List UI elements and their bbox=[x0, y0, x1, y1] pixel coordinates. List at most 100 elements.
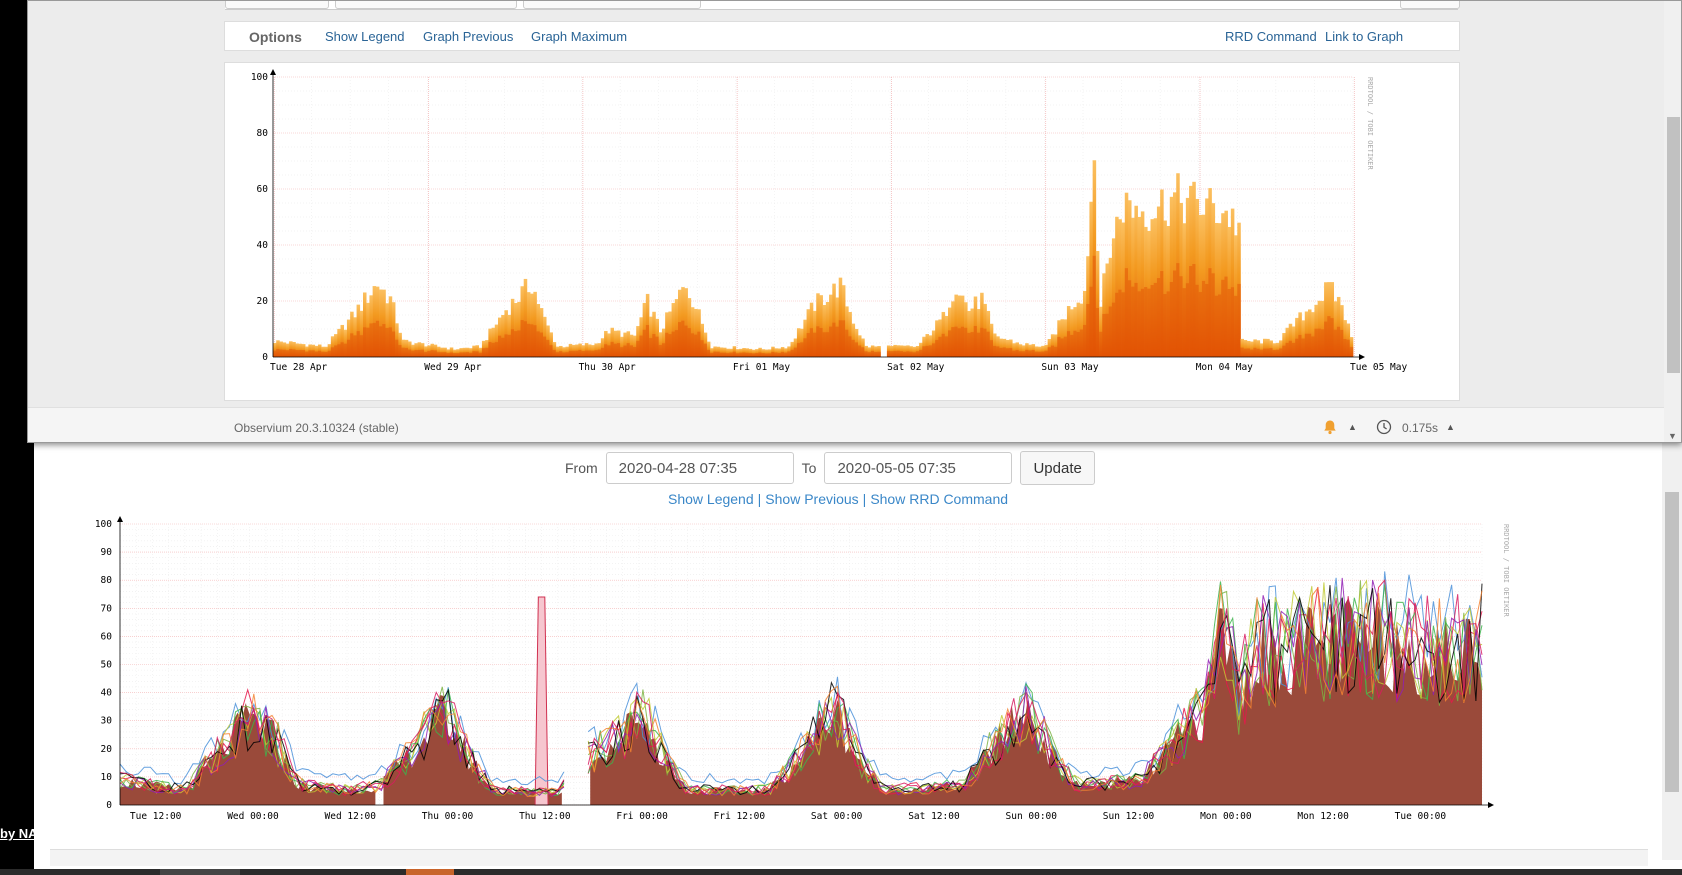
area-bar bbox=[877, 346, 881, 357]
area-bar bbox=[523, 278, 528, 357]
area-bar-inner bbox=[350, 333, 354, 357]
area-bar bbox=[719, 347, 724, 357]
front-scroll-thumb[interactable] bbox=[1667, 117, 1680, 373]
area-bar-inner bbox=[848, 336, 852, 357]
update-button[interactable]: Update bbox=[1020, 451, 1095, 485]
taskbar-item-active[interactable] bbox=[406, 869, 454, 875]
area-bar-inner bbox=[289, 348, 293, 357]
area-bar-inner bbox=[385, 327, 390, 357]
area-bar-inner bbox=[1195, 284, 1200, 357]
area-bar bbox=[327, 344, 332, 357]
area-bar-inner bbox=[764, 353, 769, 357]
area-bar-inner bbox=[819, 327, 823, 357]
area-bar bbox=[1105, 263, 1110, 357]
area-bar-inner bbox=[658, 345, 663, 357]
area-bar-inner bbox=[279, 349, 283, 357]
top-control[interactable] bbox=[335, 1, 517, 9]
x-tick-label: Fri 00:00 bbox=[616, 811, 668, 822]
area-bar-inner bbox=[591, 350, 595, 357]
area-bar-inner bbox=[1259, 349, 1264, 357]
area-bar-inner bbox=[1063, 336, 1068, 357]
area-bar-inner bbox=[1131, 286, 1135, 357]
series-line bbox=[119, 571, 1483, 786]
x-tick-label: Thu 12:00 bbox=[519, 811, 571, 822]
scroll-down-icon[interactable]: ▼ bbox=[1668, 431, 1677, 441]
area-bar bbox=[822, 304, 827, 357]
link-to-graph-link[interactable]: Link to Graph bbox=[1325, 29, 1404, 44]
area-bar-inner bbox=[1237, 283, 1241, 357]
area-bar-inner bbox=[1021, 351, 1026, 357]
rrd-command-link[interactable]: RRD Command bbox=[1225, 29, 1317, 44]
area-bar bbox=[819, 295, 823, 357]
area-bar-inner bbox=[703, 343, 708, 357]
cpu-usage-graph[interactable]: 0 20 40 60 80 100 Tue 28 Apr Wed 29 Apr Thu 30 A… bbox=[233, 67, 1453, 397]
front-scrollbar[interactable]: ▼ bbox=[1664, 1, 1681, 442]
top-control[interactable] bbox=[523, 1, 701, 9]
x-tick-label: Fri 12:00 bbox=[714, 811, 766, 822]
area-bar bbox=[1111, 238, 1116, 357]
graph-maximum-link[interactable]: Graph Maximum bbox=[531, 29, 628, 44]
area-bar-inner bbox=[571, 350, 576, 357]
top-control[interactable] bbox=[1400, 1, 1460, 9]
area-bar-inner bbox=[411, 350, 415, 357]
area-bar-inner bbox=[944, 336, 949, 357]
caret-up-icon[interactable]: ▲ bbox=[1348, 422, 1357, 432]
bell-icon[interactable] bbox=[1322, 419, 1338, 435]
area-bar-inner bbox=[276, 349, 280, 357]
area-bar-inner bbox=[363, 327, 367, 357]
exec-time-text: 0.175s bbox=[1402, 421, 1439, 435]
area-bar-inner bbox=[543, 336, 547, 357]
area-bar-inner bbox=[382, 324, 386, 357]
area-bar-inner bbox=[745, 352, 750, 357]
area-bar bbox=[777, 348, 782, 357]
area-bar-inner bbox=[735, 353, 740, 357]
area-bar-inner bbox=[388, 327, 393, 357]
area-bar-inner bbox=[626, 343, 631, 357]
y-tick-label: 0 bbox=[106, 800, 112, 811]
to-date-input[interactable]: 2020-05-05 07:35 bbox=[824, 452, 1013, 484]
back-scroll-thumb[interactable] bbox=[1665, 492, 1679, 792]
from-date-input[interactable]: 2020-04-28 07:35 bbox=[605, 452, 794, 484]
back-scrollbar[interactable] bbox=[1662, 440, 1682, 860]
processor-usage-graph[interactable]: 0 10 20 30 40 50 60 70 80 90 100 Tue 12:00 Wed 00:00… bbox=[86, 514, 1566, 834]
area-bar-inner bbox=[1279, 348, 1283, 357]
area-bar-inner bbox=[652, 334, 656, 357]
area-bar-inner bbox=[1185, 283, 1190, 357]
area-bar-inner bbox=[706, 349, 711, 357]
area-bar-inner bbox=[507, 334, 512, 357]
top-control[interactable] bbox=[225, 1, 329, 9]
area-bar bbox=[1121, 222, 1126, 357]
area-bar-inner bbox=[1121, 292, 1126, 357]
area-bar-inner bbox=[919, 349, 923, 357]
area-bar bbox=[1118, 219, 1122, 357]
show-previous-link[interactable]: Show Previous bbox=[765, 491, 859, 507]
area-bar-inner bbox=[989, 340, 994, 357]
area-bar bbox=[960, 295, 965, 357]
area-bar bbox=[671, 303, 676, 357]
show-rrd-command-link[interactable]: Show RRD Command bbox=[870, 491, 1009, 507]
area-bar-inner bbox=[948, 330, 952, 357]
area-bar-inner bbox=[398, 345, 402, 357]
show-legend-link[interactable]: Show Legend bbox=[668, 491, 754, 507]
area-bar bbox=[346, 319, 351, 357]
x-tick-label: Thu 00:00 bbox=[422, 811, 474, 822]
clock-icon[interactable] bbox=[1376, 419, 1392, 435]
area-bar bbox=[1137, 216, 1142, 357]
area-bar-inner bbox=[996, 346, 1000, 357]
area-bar-inner bbox=[552, 350, 557, 357]
graph-previous-link[interactable]: Graph Previous bbox=[423, 29, 514, 44]
side-link[interactable]: by NA bbox=[0, 826, 38, 841]
series-line bbox=[119, 594, 1483, 798]
area-bar-inner bbox=[584, 350, 589, 357]
show-legend-link[interactable]: Show Legend bbox=[325, 29, 405, 44]
taskbar-item[interactable] bbox=[160, 869, 240, 875]
caret-up-icon[interactable]: ▲ bbox=[1446, 422, 1455, 432]
area-bar bbox=[1060, 319, 1065, 357]
area-bar-inner bbox=[1009, 348, 1013, 357]
area-bar-inner bbox=[710, 352, 714, 357]
area-bar-inner bbox=[877, 351, 881, 357]
graph-panel: 0 20 40 60 80 100 Tue 28 Apr Wed 29 Apr Thu 30 A… bbox=[224, 62, 1460, 401]
area-bar-inner bbox=[970, 332, 975, 357]
area-bar-inner bbox=[530, 324, 534, 357]
area-bar-inner bbox=[1028, 350, 1032, 357]
